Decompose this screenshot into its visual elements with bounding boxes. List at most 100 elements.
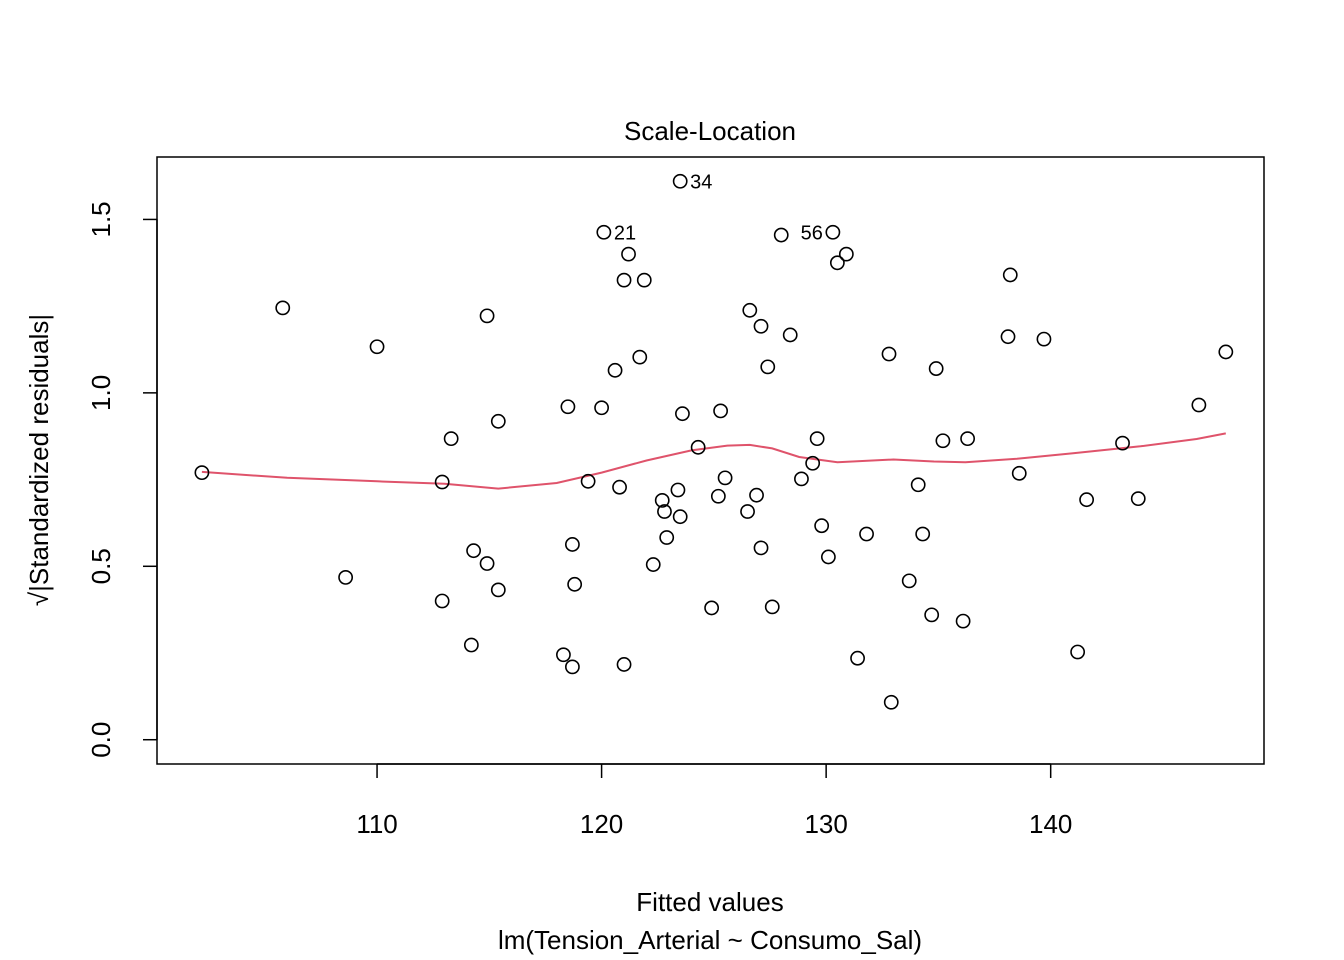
data-point: [690, 439, 706, 455]
data-point: [565, 537, 580, 552]
data-point: [825, 224, 841, 240]
point-label: 56: [801, 222, 823, 244]
y-axis-label: √|Standardized residuals|: [24, 314, 54, 606]
data-point: [657, 504, 672, 519]
chart-title: Scale-Location: [624, 116, 796, 146]
data-point: [672, 173, 688, 189]
smooth-line-layer: [201, 432, 1226, 490]
data-point: [560, 399, 576, 415]
data-point: [596, 224, 612, 240]
data-point: [616, 657, 632, 672]
data-point: [659, 530, 675, 545]
data-point: [805, 455, 821, 471]
data-point: [654, 492, 670, 508]
data-point: [194, 465, 210, 481]
data-point: [607, 362, 623, 378]
y-tick-label: 1.5: [86, 201, 116, 237]
x-axis-label: Fitted values: [636, 887, 783, 917]
data-point: [434, 474, 450, 490]
data-point: [883, 694, 899, 710]
data-point: [794, 471, 809, 487]
data-point: [704, 600, 720, 616]
data-point: [809, 431, 825, 447]
data-point: [764, 599, 780, 615]
data-point: [955, 613, 971, 629]
data-point: [594, 400, 609, 416]
y-tick-label: 0.5: [86, 548, 116, 584]
data-point: [910, 477, 926, 493]
data-point: [567, 576, 583, 592]
data-point: [820, 549, 836, 565]
axes-layer: 110 120 130 140 0.0 0.5 1.0 1.5: [86, 156, 1265, 839]
data-point: [580, 473, 596, 489]
data-point: [632, 349, 648, 365]
data-point: [612, 479, 627, 495]
data-point: [881, 346, 897, 362]
data-point: [1000, 329, 1016, 345]
data-point: [490, 582, 506, 598]
data-point: [859, 526, 874, 542]
data-point: [490, 413, 506, 429]
data-point: [645, 557, 661, 572]
data-point: [838, 246, 854, 262]
data-point: [621, 246, 636, 262]
data-point: [928, 361, 944, 376]
data-point: [814, 518, 830, 534]
data-point: [850, 650, 865, 666]
point-label: 21: [614, 222, 636, 244]
data-point: [443, 431, 459, 447]
data-point: [1036, 331, 1052, 347]
data-point: [1130, 491, 1146, 507]
data-point: [717, 470, 733, 486]
data-point: [935, 433, 951, 449]
data-point: [1070, 644, 1086, 660]
data-point: [753, 540, 769, 556]
data-point: [672, 509, 688, 525]
data-point: [924, 607, 940, 623]
y-tick-label: 1.0: [86, 375, 116, 411]
data-point: [556, 647, 571, 663]
data-point: [960, 431, 976, 447]
data-point: [616, 272, 632, 288]
data-point: [369, 339, 385, 355]
x-axis-sublabel: lm(Tension_Arterial ~ Consumo_Sal): [498, 925, 922, 955]
data-point: [463, 637, 479, 653]
data-point: [1079, 492, 1095, 508]
data-point: [1218, 344, 1234, 360]
data-point: [901, 573, 917, 589]
data-point: [670, 482, 686, 498]
data-point: [773, 227, 789, 243]
data-point: [275, 300, 291, 316]
point-label: 34: [690, 171, 712, 193]
data-point: [479, 556, 495, 571]
data-point: [742, 302, 758, 318]
data-point: [338, 569, 354, 585]
x-tick-label: 130: [804, 809, 847, 839]
data-point: [466, 543, 482, 559]
data-point: [565, 659, 580, 675]
plot-frame: [156, 156, 1265, 765]
data-point: [829, 255, 845, 271]
data-point: [1191, 397, 1207, 413]
data-point: [1002, 267, 1018, 283]
data-point: [1011, 465, 1027, 481]
x-tick-label: 110: [356, 809, 397, 839]
x-tick-label: 140: [1029, 809, 1072, 839]
data-point: [713, 403, 729, 419]
data-point: [434, 593, 450, 609]
data-point: [636, 272, 652, 288]
data-point: [753, 318, 769, 334]
data-point: [479, 308, 495, 324]
smooth-line: [201, 432, 1226, 490]
x-tick-label: 120: [580, 809, 623, 839]
y-tick-label: 0.0: [86, 722, 116, 758]
data-point: [1115, 435, 1130, 451]
point-labels-layer: 21 34 56: [614, 171, 823, 244]
data-point: [782, 327, 798, 343]
data-point: [675, 406, 690, 422]
data-point: [710, 488, 726, 504]
data-point: [915, 526, 931, 542]
data-point: [740, 504, 755, 519]
